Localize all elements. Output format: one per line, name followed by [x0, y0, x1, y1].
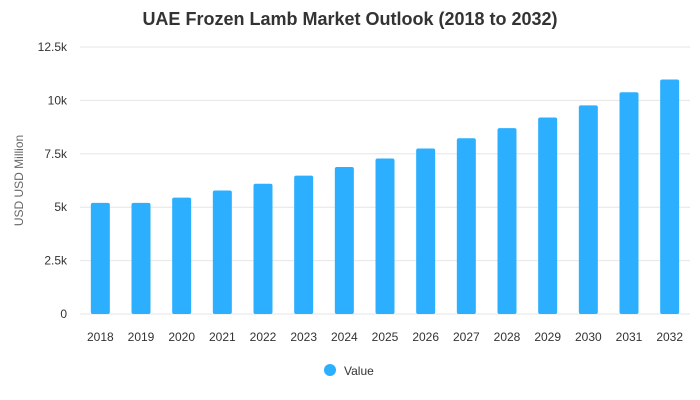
bar-2028[interactable]	[497, 128, 517, 314]
y-tick-label: 2.5k	[44, 254, 68, 268]
x-tick-label: 2019	[128, 330, 155, 344]
x-tick-label: 2025	[372, 330, 399, 344]
x-tick-label: 2032	[656, 330, 683, 344]
y-tick-label: 5k	[54, 200, 68, 214]
x-tick-label: 2028	[494, 330, 521, 344]
y-axis-ticks: 0 2.5k 5k 7.5k 10k 12.5k	[38, 40, 68, 321]
bar-2021[interactable]	[212, 190, 232, 314]
x-tick-label: 2022	[250, 330, 277, 344]
x-tick-label: 2027	[453, 330, 480, 344]
bar-2030[interactable]	[578, 105, 598, 314]
legend[interactable]: Value	[324, 364, 374, 378]
bar-2032[interactable]	[660, 79, 680, 315]
x-axis-ticks: 2018 2019 2020 2021 2022 2023 2024 2025 2026 2027…	[87, 330, 683, 344]
bar-2023[interactable]	[294, 175, 314, 314]
y-tick-label: 12.5k	[38, 40, 68, 54]
x-tick-label: 2031	[616, 330, 643, 344]
x-tick-label: 2018	[87, 330, 114, 344]
bar-2025[interactable]	[375, 158, 395, 314]
x-tick-label: 2024	[331, 330, 358, 344]
legend-swatch-value[interactable]	[324, 364, 336, 376]
bar-2031[interactable]	[619, 92, 639, 314]
x-tick-label: 2026	[412, 330, 439, 344]
chart-title: UAE Frozen Lamb Market Outlook (2018 to …	[142, 9, 557, 29]
bar-2020[interactable]	[172, 197, 192, 314]
x-tick-label: 2020	[168, 330, 195, 344]
x-tick-label: 2023	[290, 330, 317, 344]
y-tick-label: 0	[60, 307, 67, 321]
bar-2019[interactable]	[131, 202, 151, 314]
bar-2022[interactable]	[253, 183, 273, 314]
x-tick-label: 2029	[534, 330, 561, 344]
x-tick-label: 2030	[575, 330, 602, 344]
y-tick-label: 7.5k	[44, 147, 68, 161]
bars	[90, 79, 680, 315]
bar-2024[interactable]	[334, 167, 354, 314]
bar-2029[interactable]	[538, 117, 558, 314]
bar-2018[interactable]	[90, 202, 110, 314]
bar-2027[interactable]	[456, 138, 476, 314]
y-tick-label: 10k	[48, 93, 68, 107]
legend-label-value[interactable]: Value	[344, 364, 374, 378]
bar-2026[interactable]	[416, 148, 436, 314]
y-axis-label: USD USD Million	[12, 135, 26, 226]
x-tick-label: 2021	[209, 330, 236, 344]
